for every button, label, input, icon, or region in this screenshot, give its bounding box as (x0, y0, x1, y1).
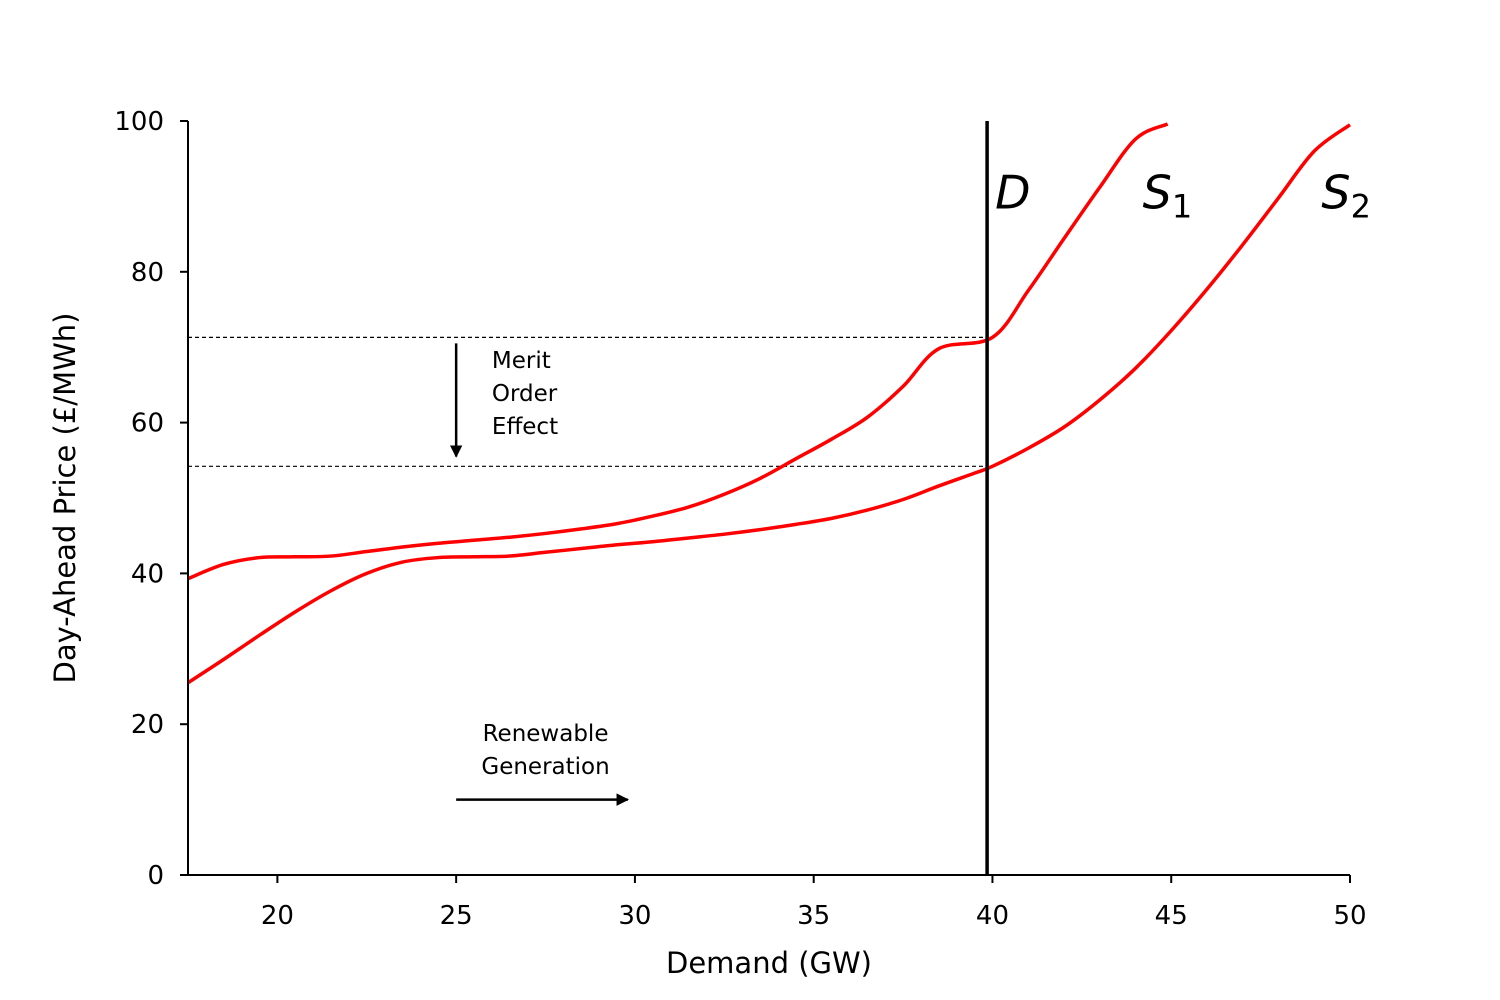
supply-curve-s1 (187, 122, 1169, 581)
ticks: 20 25 30 35 40 45 50 0 20 40 60 80 100 (114, 107, 1366, 931)
annotation-line: Merit (492, 348, 551, 374)
y-tick-label: 40 (131, 559, 164, 589)
reference-lines (188, 336, 988, 467)
annotation-1: Merit Order Effect (492, 348, 558, 440)
y-tick-label: 80 (131, 258, 164, 288)
demand-line-group: D S1 S2 (985, 121, 1371, 875)
y-tick-label: 20 (131, 710, 164, 740)
x-axis-label: Demand (GW) (666, 946, 872, 980)
annotation-line: Order (492, 381, 558, 407)
x-tick-label: 20 (261, 901, 294, 931)
curve-label-subscript: 2 (1351, 188, 1371, 226)
x-tick-label: 40 (976, 901, 1009, 931)
y-axis-label: Day-Ahead Price (£/MWh) (48, 313, 82, 684)
y-tick-label: 100 (114, 107, 164, 137)
y-tick-label: 0 (147, 861, 164, 891)
annotation-line: Generation (481, 754, 609, 780)
annotation-line: Renewable (483, 721, 609, 747)
curve-label-subscript: 1 (1172, 188, 1192, 226)
annotations: Merit Order Effect Renewable Generation (481, 348, 609, 780)
arrows (449, 343, 630, 806)
x-tick-label: 25 (440, 901, 473, 931)
supply-curve-s2 (187, 123, 1352, 685)
axes (187, 121, 1350, 876)
y-tick-label: 60 (131, 409, 164, 439)
curve-label-s1: S1 (1143, 166, 1193, 226)
annotation-2: Renewable Generation (481, 721, 609, 780)
demand-line-label: D (995, 166, 1030, 220)
x-tick-label: 50 (1333, 901, 1366, 931)
x-tick-label: 35 (797, 901, 830, 931)
x-tick-label: 30 (618, 901, 651, 931)
annotation-line: Effect (492, 414, 558, 440)
supply-curves (187, 122, 1352, 685)
curve-label-s2: S2 (1321, 166, 1371, 226)
x-tick-label: 45 (1155, 901, 1188, 931)
